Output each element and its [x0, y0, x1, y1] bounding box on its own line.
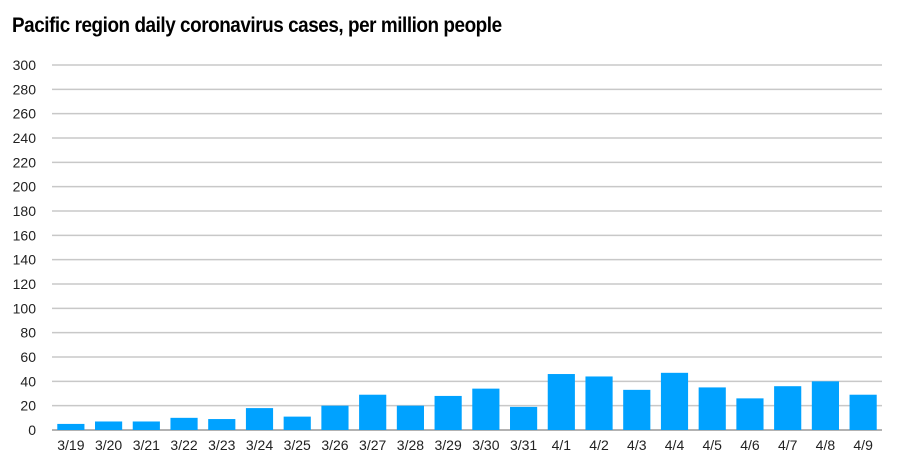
y-tick-label: 60 — [20, 349, 36, 365]
x-tick-label: 3/21 — [133, 437, 160, 453]
chart-title: Pacific region daily coronavirus cases, … — [12, 14, 502, 37]
bar — [849, 394, 877, 430]
bar — [623, 389, 651, 430]
y-tick-label: 240 — [13, 130, 37, 146]
bar — [95, 421, 123, 430]
bar — [510, 406, 538, 430]
bar — [132, 421, 160, 430]
x-tick-label: 3/22 — [170, 437, 197, 453]
y-tick-label: 100 — [13, 300, 37, 316]
y-tick-label: 140 — [13, 252, 37, 268]
x-tick-label: 3/19 — [57, 437, 84, 453]
bar — [736, 398, 764, 430]
x-tick-label: 4/2 — [589, 437, 609, 453]
y-tick-label: 0 — [28, 422, 36, 438]
bar — [547, 374, 575, 430]
bar — [585, 376, 613, 430]
bar — [245, 408, 274, 430]
gridlines — [52, 64, 882, 431]
y-axis-ticks: 0 20 40 60 80 100 120 140 160 180 200 220 240 260 280 3… — [13, 57, 37, 438]
bar — [359, 394, 387, 430]
x-tick-label: 4/4 — [665, 437, 685, 453]
bar — [170, 417, 198, 430]
x-tick-label: 3/24 — [246, 437, 273, 453]
x-tick-label: 3/25 — [284, 437, 311, 453]
y-tick-label: 40 — [20, 373, 36, 389]
y-tick-label: 200 — [13, 179, 37, 195]
bar — [208, 419, 236, 430]
x-tick-label: 4/7 — [778, 437, 798, 453]
x-tick-label: 3/23 — [208, 437, 235, 453]
bar — [698, 387, 726, 430]
bars — [57, 372, 877, 430]
y-tick-label: 220 — [13, 154, 37, 170]
y-tick-label: 280 — [13, 81, 37, 97]
x-tick-label: 3/31 — [510, 437, 537, 453]
x-tick-label: 4/5 — [702, 437, 722, 453]
bar — [660, 372, 689, 430]
bar — [321, 405, 349, 430]
bar — [774, 386, 802, 430]
bar — [811, 381, 839, 430]
bar — [283, 416, 311, 430]
y-tick-label: 20 — [20, 398, 36, 414]
x-tick-label: 4/1 — [552, 437, 572, 453]
bar — [434, 395, 462, 430]
bar — [472, 388, 500, 430]
x-tick-label: 3/26 — [321, 437, 348, 453]
y-tick-label: 260 — [13, 106, 37, 122]
x-tick-label: 4/9 — [853, 437, 873, 453]
y-tick-label: 180 — [13, 203, 37, 219]
x-tick-label: 4/6 — [740, 437, 760, 453]
x-tick-label: 3/30 — [472, 437, 499, 453]
y-tick-label: 80 — [20, 325, 36, 341]
bar — [57, 423, 85, 430]
bar — [396, 405, 424, 430]
x-tick-label: 3/20 — [95, 437, 122, 453]
y-tick-label: 300 — [13, 57, 37, 73]
x-tick-label: 4/3 — [627, 437, 647, 453]
x-tick-label: 4/8 — [816, 437, 836, 453]
x-tick-label: 3/29 — [435, 437, 462, 453]
x-axis-ticks: 3/19 3/20 3/21 3/22 3/23 3/24 3/25 3/26 3/27 3/28… — [57, 437, 873, 453]
x-tick-label: 3/28 — [397, 437, 424, 453]
y-tick-label: 160 — [13, 227, 37, 243]
x-tick-label: 3/27 — [359, 437, 386, 453]
y-tick-label: 120 — [13, 276, 37, 292]
